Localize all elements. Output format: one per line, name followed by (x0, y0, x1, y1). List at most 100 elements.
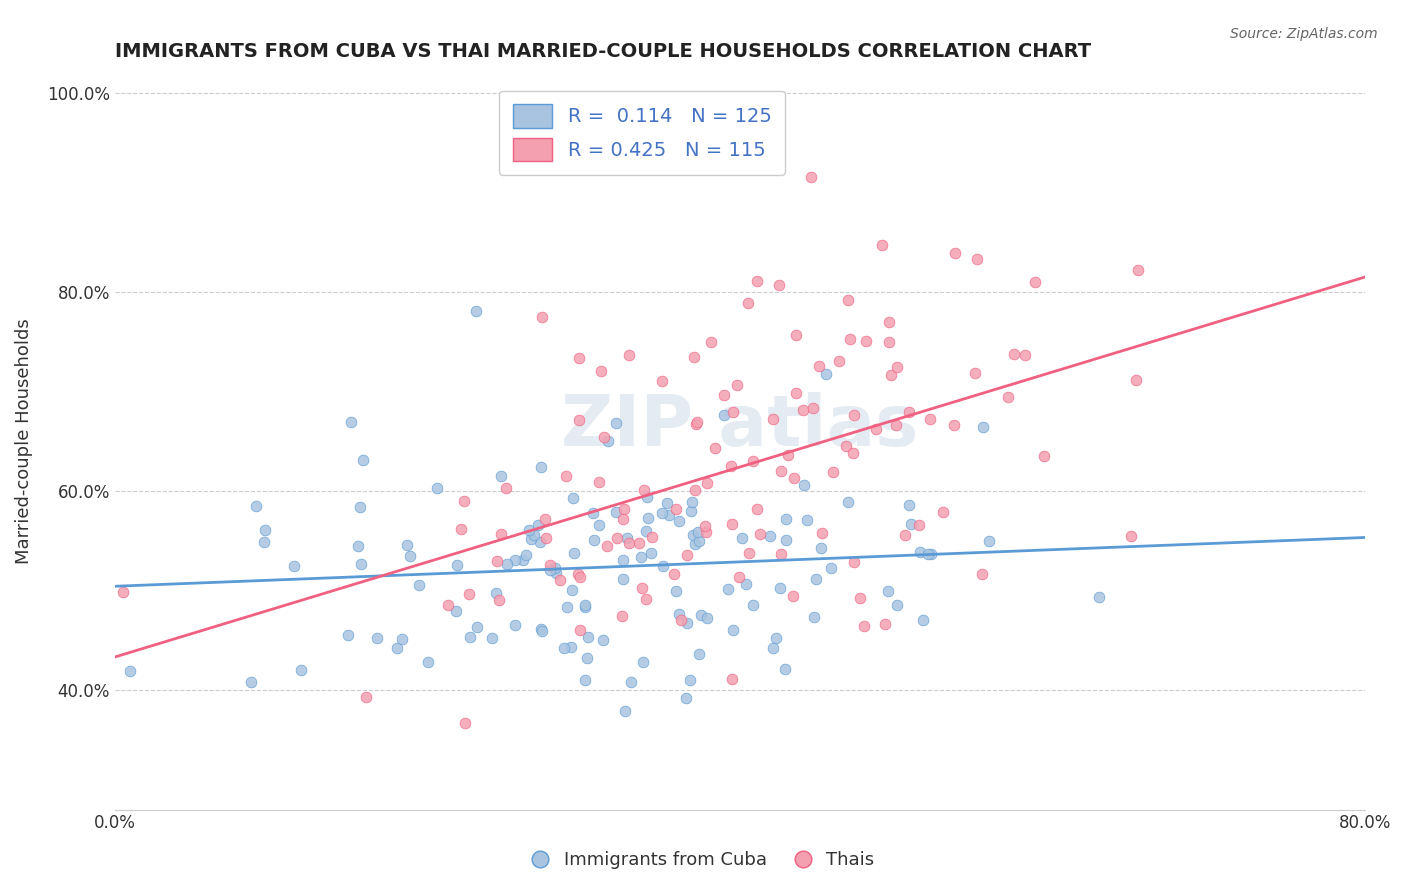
Point (512, 552, 534, 566)
Point (696, 476, 718, 491)
Point (842, 555, 865, 569)
Point (612, 553, 634, 567)
Point (803, 609, 825, 624)
Point (464, 303, 486, 318)
Point (534, 532, 557, 546)
Point (534, 512, 557, 526)
Point (762, 411, 785, 425)
Point (908, 545, 931, 559)
Point (713, 388, 735, 402)
Point (503, 552, 526, 566)
Point (775, 533, 797, 547)
Point (560, 640, 582, 655)
Point (783, 471, 806, 485)
Point (530, 622, 553, 636)
Text: Source: ZipAtlas.com: Source: ZipAtlas.com (1230, 27, 1378, 41)
Point (596, 434, 619, 448)
Point (631, 582, 654, 596)
Point (839, 332, 862, 346)
Point (782, 590, 804, 604)
Point (972, 420, 994, 434)
Point (759, 529, 782, 543)
Point (898, 498, 921, 512)
Point (820, 560, 842, 574)
Point (446, 558, 468, 573)
Point (685, 417, 707, 431)
Point (997, 390, 1019, 404)
Point (546, 566, 568, 580)
Point (651, 375, 673, 389)
Point (693, 519, 716, 533)
Point (637, 510, 659, 524)
Point (575, 651, 598, 665)
Point (416, 655, 439, 669)
Point (658, 508, 681, 522)
Point (336, 628, 359, 642)
Point (591, 363, 613, 377)
Point (544, 561, 567, 575)
Point (737, 296, 759, 310)
Point (683, 537, 706, 551)
Point (617, 536, 640, 550)
Point (678, 673, 700, 687)
Point (837, 495, 859, 509)
Point (1032, 450, 1054, 464)
Point (785, 386, 807, 401)
Point (120, 664, 142, 678)
Point (765, 631, 787, 645)
Point (894, 527, 917, 541)
Point (877, 315, 900, 329)
Point (664, 566, 686, 581)
Point (688, 534, 710, 549)
Point (582, 507, 605, 521)
Point (837, 293, 859, 307)
Point (835, 439, 858, 453)
Point (485, 586, 508, 600)
Point (349, 500, 371, 514)
Point (865, 422, 887, 436)
Point (349, 557, 371, 571)
Point (877, 583, 900, 598)
Point (574, 599, 596, 613)
Point (849, 591, 872, 605)
Point (823, 465, 845, 479)
Point (713, 409, 735, 423)
Point (884, 417, 907, 432)
Point (605, 505, 627, 519)
Point (453, 494, 475, 508)
Point (631, 655, 654, 669)
Point (768, 277, 790, 292)
Point (747, 274, 769, 288)
Point (721, 623, 744, 637)
Point (1119, 529, 1142, 543)
Point (612, 512, 634, 526)
Point (699, 334, 721, 349)
Point (366, 631, 388, 645)
Point (454, 716, 477, 731)
Point (721, 404, 744, 418)
Point (283, 558, 305, 573)
Point (450, 522, 472, 536)
Point (1128, 262, 1150, 277)
Point (769, 581, 792, 595)
Point (395, 538, 418, 552)
Point (588, 475, 610, 490)
Point (562, 546, 585, 560)
Point (489, 527, 512, 541)
Point (773, 662, 796, 676)
Point (796, 513, 818, 527)
Point (596, 539, 619, 553)
Point (446, 604, 468, 618)
Point (385, 640, 408, 655)
Point (742, 453, 765, 467)
Point (682, 528, 704, 542)
Point (628, 535, 651, 549)
Point (245, 499, 267, 513)
Point (943, 246, 966, 260)
Point (576, 631, 599, 645)
Point (703, 441, 725, 455)
Point (636, 524, 658, 539)
Point (880, 368, 903, 382)
Point (538, 558, 561, 572)
Point (683, 351, 706, 365)
